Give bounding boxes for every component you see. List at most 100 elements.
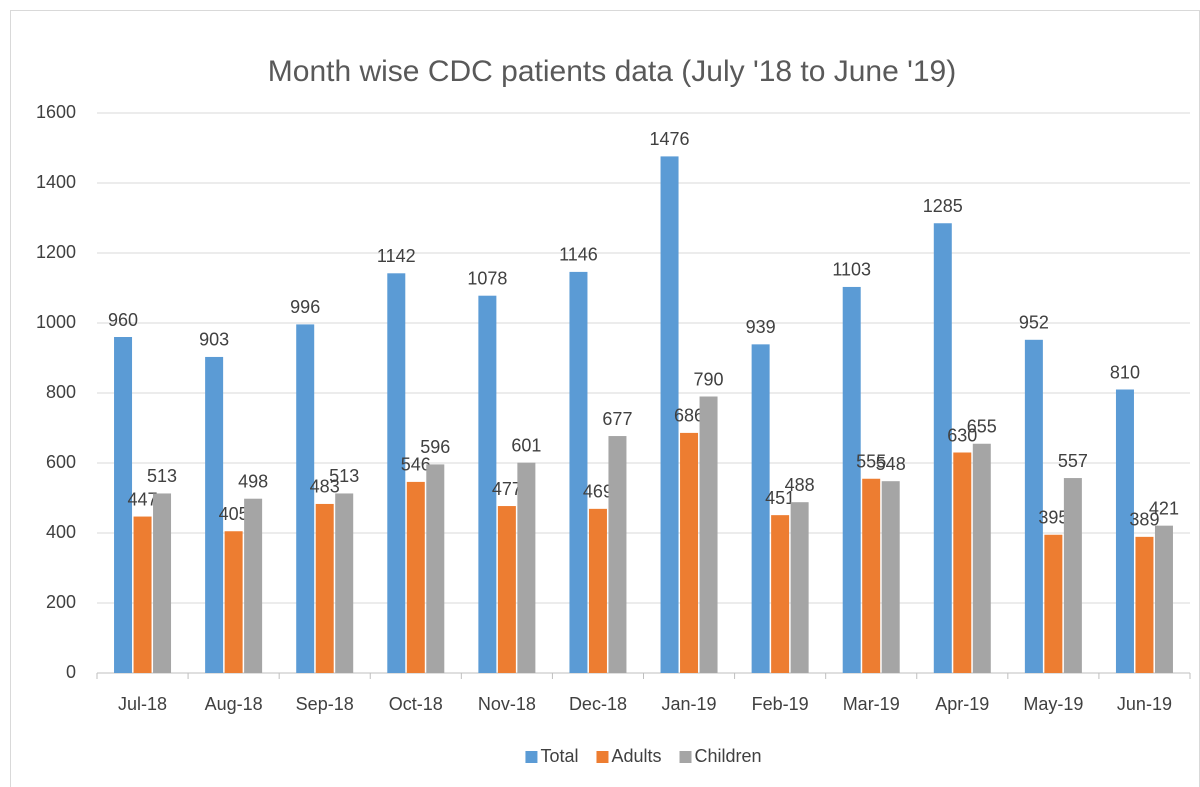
x-tick-label: Dec-18 [569,694,627,714]
x-tick-label: May-19 [1023,694,1083,714]
data-label: 960 [108,310,138,330]
bar [1154,525,1173,673]
y-tick-label: 1600 [36,102,76,122]
y-tick-label: 800 [46,382,76,402]
x-tick-label: Apr-19 [935,694,989,714]
data-label: 498 [238,471,268,491]
bar [972,443,991,673]
data-label: 469 [583,482,613,502]
data-label: 790 [694,369,724,389]
bar [680,432,699,673]
data-label: 447 [128,489,158,509]
data-label: 555 [856,452,886,472]
data-label: 630 [947,425,977,445]
y-tick-label: 1400 [36,172,76,192]
data-label: 655 [967,417,997,437]
bar [426,464,445,673]
bar [406,481,425,673]
data-label: 421 [1149,498,1179,518]
bar [953,452,972,673]
y-tick-label: 0 [66,662,76,682]
legend: Total Adults Children [525,746,762,766]
data-label: 451 [765,488,795,508]
legend-swatch [525,751,538,763]
bar [387,273,406,673]
data-label: 677 [602,409,632,429]
bar [517,462,536,673]
bar [608,436,627,673]
legend-swatch [679,751,692,763]
bar [1044,534,1063,673]
bar [588,508,607,673]
x-tick-label: Jun-19 [1117,694,1172,714]
bar [881,481,900,673]
bar [205,356,224,673]
y-tick-label: 1200 [36,242,76,262]
bar [315,503,334,673]
data-label: 996 [290,297,320,317]
legend-label: Children [695,746,762,766]
bar [933,223,952,673]
x-tick-label: Jan-19 [662,694,717,714]
bar [1115,389,1134,673]
data-label: 548 [876,454,906,474]
legend-label: Adults [611,746,661,766]
data-label: 601 [511,435,541,455]
data-label: 903 [199,330,229,350]
data-label: 395 [1038,508,1068,528]
bar [790,502,809,673]
data-label: 1285 [923,196,963,216]
data-label: 596 [420,437,450,457]
data-label: 546 [401,455,431,475]
data-label: 513 [329,466,359,486]
chart-title: Month wise CDC patients data (July '18 t… [268,55,956,88]
y-tick-label: 1000 [36,312,76,332]
x-tick-label: Nov-18 [478,694,536,714]
legend-swatch [596,751,609,763]
bar [224,531,243,673]
bar [296,324,315,673]
data-label: 1078 [467,268,507,288]
bar [497,506,516,673]
bar [862,478,881,673]
x-tick-label: Oct-18 [389,694,443,714]
data-label: 939 [746,317,776,337]
data-label: 810 [1110,362,1140,382]
bar [244,498,263,673]
bar [153,493,172,673]
x-tick-label: Feb-19 [752,694,809,714]
data-label: 483 [310,477,340,497]
legend-label: Total [540,746,578,766]
data-label: 1142 [377,246,416,266]
y-tick-label: 200 [46,592,76,612]
bar [771,515,790,673]
data-label: 488 [785,475,815,495]
bar [114,337,133,673]
bar [133,516,152,673]
bar [751,344,770,673]
data-label: 1103 [832,260,871,280]
x-tick-label: Jul-18 [118,694,167,714]
data-label: 477 [492,479,522,499]
data-label: 513 [147,466,177,486]
bar [335,493,354,673]
x-tick-label: Mar-19 [843,694,900,714]
bar [1063,478,1082,673]
bar [699,396,718,673]
data-label: 686 [674,406,704,426]
x-tick-label: Aug-18 [205,694,263,714]
data-label: 557 [1058,451,1088,471]
bar [569,271,588,673]
bar [478,295,497,673]
bar [660,156,679,673]
data-label: 952 [1019,313,1049,333]
bar [842,286,861,673]
y-tick-label: 600 [46,452,76,472]
bar [1024,339,1043,673]
bar [1135,536,1154,673]
data-label: 405 [219,504,249,524]
data-label: 1146 [559,245,598,265]
data-label: 389 [1129,510,1159,530]
x-tick-label: Sep-18 [296,694,354,714]
